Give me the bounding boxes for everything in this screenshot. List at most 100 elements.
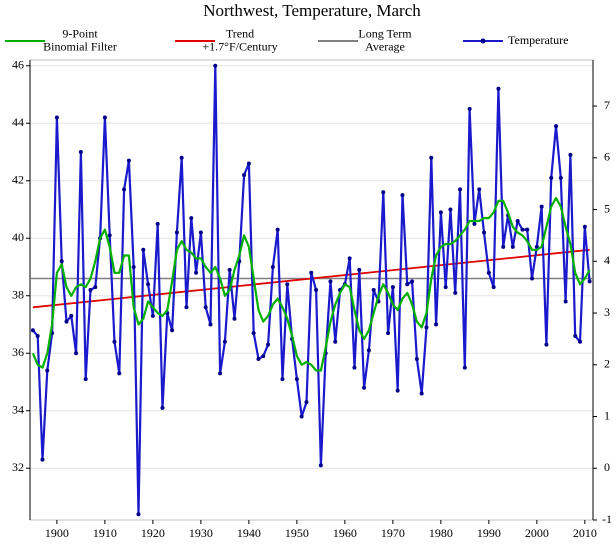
data-point [30, 328, 35, 333]
data-point [525, 227, 530, 232]
data-point [270, 265, 275, 269]
data-point [386, 331, 391, 336]
data-point [462, 365, 467, 370]
data-point [482, 230, 487, 235]
data-point [54, 115, 59, 120]
data-point [534, 244, 539, 249]
data-point [515, 219, 520, 223]
data-point [501, 244, 506, 249]
data-point [491, 285, 496, 290]
y2-tick-label: 1 [604, 408, 610, 422]
data-point [102, 115, 107, 120]
x-tick-label: 2000 [525, 526, 549, 540]
data-point [184, 305, 189, 310]
data-point [573, 334, 578, 338]
x-tick-label: 1910 [93, 526, 117, 540]
y-tick-label: 34 [12, 403, 24, 417]
data-point [578, 339, 583, 344]
data-point [309, 270, 314, 275]
data-point [443, 285, 448, 290]
data-point [74, 351, 79, 356]
data-point [486, 270, 491, 275]
data-point [88, 288, 93, 292]
y-tick-label: 38 [12, 288, 24, 302]
data-point [400, 193, 405, 198]
series-line [31, 196, 591, 372]
data-point [438, 210, 443, 215]
x-tick-label: 1930 [189, 526, 213, 540]
y2-tick-label: 3 [604, 305, 610, 319]
data-point [93, 285, 98, 290]
data-point [328, 279, 333, 284]
data-point [587, 279, 592, 284]
y-tick-label: 42 [12, 173, 24, 187]
data-point [280, 377, 285, 382]
series-line [32, 64, 591, 516]
data-point [256, 357, 261, 361]
data-point [232, 316, 237, 321]
data-point [333, 339, 338, 344]
data-point [45, 368, 50, 373]
legend-marker [480, 38, 486, 44]
data-point [69, 313, 74, 318]
x-tick-label: 1970 [381, 526, 405, 540]
data-point [453, 290, 458, 295]
data-point [304, 400, 309, 405]
data-point [554, 124, 559, 129]
data-point [150, 313, 155, 318]
data-point [544, 342, 549, 347]
data-point [582, 224, 587, 229]
data-point [410, 279, 415, 284]
data-point [126, 158, 131, 163]
y-tick-label: 32 [12, 460, 24, 474]
data-point [107, 233, 112, 238]
x-tick-label: 1980 [429, 526, 453, 540]
data-point [448, 207, 453, 212]
chart-title: Northwest, Temperature, March [203, 1, 421, 20]
y-tick-label: 36 [12, 345, 24, 359]
data-point [275, 227, 280, 232]
data-point [496, 86, 501, 91]
data-point [266, 342, 271, 347]
data-point [64, 319, 69, 324]
data-point [434, 322, 439, 327]
data-point [179, 155, 184, 160]
data-point [424, 325, 429, 330]
data-point [520, 227, 525, 232]
data-point [549, 175, 554, 180]
data-point [419, 391, 424, 396]
x-tick-label: 1900 [45, 526, 69, 540]
data-point [189, 216, 194, 221]
data-point [477, 187, 482, 192]
data-point [218, 371, 223, 376]
data-point [510, 244, 515, 249]
data-point [371, 288, 376, 292]
data-point [83, 377, 88, 382]
x-tick-label: 1950 [285, 526, 309, 540]
data-point [558, 175, 563, 180]
y-tick-label: 46 [12, 58, 24, 72]
data-point [131, 265, 136, 269]
data-point [395, 388, 400, 393]
data-point [347, 256, 352, 261]
data-point [222, 339, 227, 344]
data-point [194, 270, 199, 275]
data-point [352, 365, 357, 370]
data-point [155, 221, 160, 226]
data-point [362, 385, 367, 390]
data-point [136, 512, 141, 517]
y2-tick-label: 0 [604, 460, 610, 474]
data-point [35, 334, 40, 338]
data-point [366, 348, 371, 353]
legend-label: Trend +1.7°F/Century [202, 26, 277, 53]
y-tick-label: 44 [12, 115, 24, 129]
data-point [40, 457, 45, 462]
y2-tick-label: -1 [602, 512, 612, 526]
x-tick-label: 1960 [333, 526, 357, 540]
data-point [112, 339, 117, 344]
x-tick-label: 1990 [477, 526, 501, 540]
data-point [160, 405, 165, 410]
data-point [251, 331, 256, 336]
y2-tick-label: 4 [604, 253, 610, 267]
